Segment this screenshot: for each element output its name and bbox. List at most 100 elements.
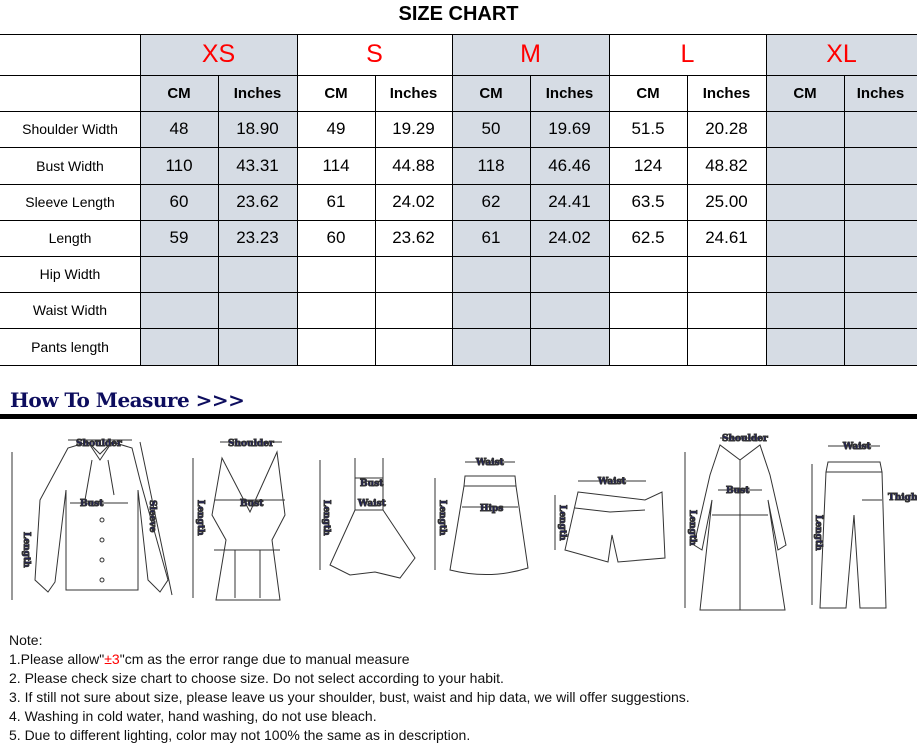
table-cell <box>375 256 452 292</box>
unit-header-inches: Inches <box>844 75 917 111</box>
shirt-sleeve-label: Sleeve <box>147 500 157 533</box>
dress-length-label: Length <box>321 500 331 536</box>
size-chart-title: SIZE CHART <box>398 3 519 25</box>
tank-shoulder-label: Shoulder <box>228 439 274 449</box>
grid-line <box>139 34 141 365</box>
table-cell: 19.29 <box>392 119 435 138</box>
grid-line <box>765 34 767 365</box>
unit-header-inches: Inches <box>702 84 751 102</box>
dress-waist-label: Waist <box>357 499 387 509</box>
table-cell: 19.69 <box>530 111 609 147</box>
pants-thigh-label: Thigh <box>888 493 917 503</box>
notes-heading: Note: <box>9 632 43 648</box>
table-cell <box>766 328 844 365</box>
size-chart-table: XS CM Inches S CM Inches M CM Inches L CM Inches XL C… <box>0 33 917 366</box>
dress-illustration: Bust Waist Length <box>319 458 416 579</box>
table-cell: 124 <box>633 155 663 175</box>
table-cell: 63.5 <box>631 192 665 211</box>
table-cell: 25.00 <box>705 192 748 211</box>
table-cell: 48.82 <box>705 155 748 175</box>
table-cell <box>844 292 917 328</box>
table-cell <box>844 256 917 292</box>
table-cell <box>844 220 917 256</box>
grid-line <box>608 34 610 365</box>
table-cell <box>452 328 530 365</box>
table-cell <box>452 256 530 292</box>
note-line-2: 2. Please check size chart to choose siz… <box>9 670 504 686</box>
grid-line <box>217 75 219 365</box>
table-cell: 50 <box>452 111 530 147</box>
row-label: Hip Width <box>39 266 101 282</box>
table-cell: 51.5 <box>631 119 665 138</box>
grid-line <box>529 75 531 365</box>
note-1-pre: 1.Please allow" <box>9 651 105 667</box>
table-cell <box>844 184 917 220</box>
note-line-5: 5. Due to different lighting, color may … <box>9 727 471 743</box>
coat-bust-label: Bust <box>726 486 750 496</box>
table-cell: 60 <box>140 184 218 220</box>
table-cell: 110 <box>140 147 218 184</box>
grid-line <box>296 34 298 365</box>
coat-shoulder-label: Shoulder <box>722 434 768 444</box>
table-cell <box>766 256 844 292</box>
table-cell <box>844 328 917 365</box>
unit-header-cm: CM <box>766 75 844 111</box>
table-cell <box>530 256 609 292</box>
coat-illustration: Shoulder Bust Length <box>684 434 787 611</box>
table-cell <box>375 328 452 365</box>
table-cell: 24.41 <box>530 184 609 220</box>
grid-line <box>374 75 376 365</box>
table-cell: 114 <box>322 155 350 175</box>
table-cell: 24.02 <box>530 220 609 256</box>
divider <box>0 414 917 419</box>
table-cell: 43.31 <box>218 147 297 184</box>
grid-line <box>0 291 917 293</box>
row-label: Bust Width <box>36 157 104 174</box>
table-cell: 59 <box>140 220 218 256</box>
table-cell <box>140 256 218 292</box>
tank-top-illustration: Shoulder Bust Length <box>192 439 286 601</box>
grid-line <box>0 183 917 185</box>
skirt-waist-label: Waist <box>475 458 505 468</box>
shorts-illustration: Waist Length <box>554 477 666 563</box>
how-to-measure-heading: How To Measure >>> <box>10 388 245 412</box>
table-cell <box>609 292 687 328</box>
table-cell <box>687 256 766 292</box>
table-cell: 61 <box>452 220 530 256</box>
unit-header-inches: Inches <box>389 84 438 102</box>
table-cell <box>766 111 844 147</box>
table-cell <box>218 256 297 292</box>
table-cell <box>452 292 530 328</box>
table-cell <box>687 292 766 328</box>
row-label: Waist Width <box>32 302 108 318</box>
table-cell <box>297 328 375 365</box>
size-header-m: M <box>452 34 609 75</box>
note-line-3: 3. If still not sure about size, please … <box>9 689 690 705</box>
table-cell: 23.62 <box>218 184 297 220</box>
pants-waist-label: Waist <box>842 442 872 452</box>
table-cell <box>844 111 917 147</box>
table-cell <box>609 256 687 292</box>
measurement-illustrations: Shoulder Bust Sleeve Length Shoulder Bus… <box>11 434 917 611</box>
note-line-4: 4. Washing in cold water, hand washing, … <box>9 708 377 724</box>
notes: Note: 1.Please allow"±3"cm as the error … <box>9 631 690 745</box>
table-cell: 61 <box>326 192 346 211</box>
grid-line <box>451 34 453 365</box>
unit-header-inches: Inches <box>530 75 609 111</box>
table-cell: 18.90 <box>218 111 297 147</box>
table-cell <box>530 292 609 328</box>
table-cell <box>297 292 375 328</box>
note-line-1: 1.Please allow"±3"cm as the error range … <box>9 650 690 669</box>
unit-header-cm: CM <box>140 75 218 111</box>
shirt-illustration: Shoulder Bust Sleeve Length <box>11 439 173 600</box>
table-cell: 44.88 <box>392 155 435 175</box>
pants-illustration: Waist Thigh Length <box>811 442 917 609</box>
grid-line <box>0 219 917 221</box>
size-header-xs: XS <box>140 34 297 75</box>
skirt-length-label: Length <box>437 500 447 536</box>
grid-line <box>0 255 917 257</box>
table-cell <box>687 328 766 365</box>
note-1-tolerance: ±3 <box>104 651 120 667</box>
row-label: Shoulder Width <box>22 121 118 137</box>
table-cell: 49 <box>326 119 346 138</box>
